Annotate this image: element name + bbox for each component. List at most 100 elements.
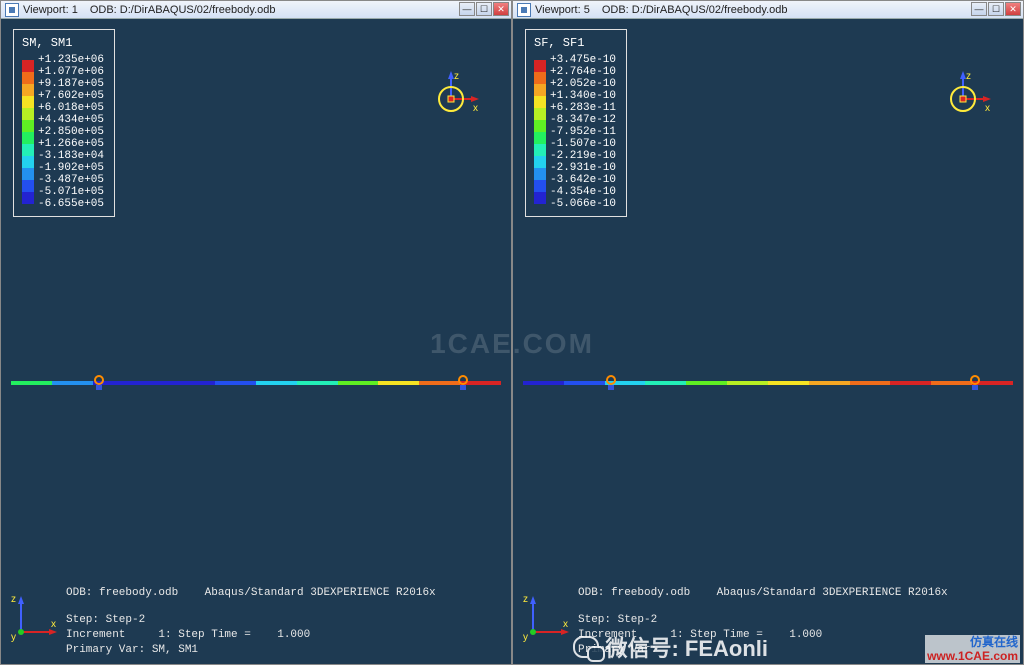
legend-segment	[22, 108, 34, 120]
wechat-overlay: 微信号: FEAonli	[573, 631, 768, 663]
close-button[interactable]: ✕	[1005, 2, 1021, 16]
legend-segment	[22, 84, 34, 96]
odb-line: ODB: freebody.odb Abaqus/Standard 3DEXPE…	[66, 586, 501, 601]
svg-text:z: z	[454, 71, 459, 82]
legend-segment	[22, 144, 34, 156]
view-triad-top: z x	[933, 69, 993, 129]
view-triad-top: z x	[421, 69, 481, 129]
legend-value: -8.347e-12	[550, 114, 616, 126]
beam-plot-2	[523, 381, 1013, 387]
titlebar-1[interactable]: Viewport: 1 ODB: D:/DirABAQUS/02/freebod…	[1, 1, 511, 19]
legend-segment	[22, 156, 34, 168]
legend-value: +9.187e+05	[38, 78, 104, 90]
maximize-button[interactable]: ☐	[476, 2, 492, 16]
legend-segment	[534, 180, 546, 192]
legend-value: +4.434e+05	[38, 114, 104, 126]
legend-segment	[22, 132, 34, 144]
legend-segment	[534, 96, 546, 108]
legend-segment	[22, 72, 34, 84]
app-icon	[517, 3, 531, 17]
legend-segment	[22, 192, 34, 204]
support-left	[603, 375, 619, 391]
legend-segment	[534, 108, 546, 120]
minimize-button[interactable]: —	[971, 2, 987, 16]
brand-cn: 仿真在线	[925, 635, 1020, 649]
odb-line: ODB: freebody.odb Abaqus/Standard 3DEXPE…	[578, 586, 1013, 601]
legend-value: +6.018e+05	[38, 102, 104, 114]
legend-values: +3.475e-10+2.764e-10+2.052e-10+1.340e-10…	[550, 54, 616, 210]
legend-value: +2.052e-10	[550, 78, 616, 90]
app-icon	[5, 3, 19, 17]
footer-info-1: ODB: freebody.odb Abaqus/Standard 3DEXPE…	[11, 586, 501, 658]
legend-title: SM, SM1	[22, 36, 104, 50]
close-button[interactable]: ✕	[493, 2, 509, 16]
legend-value: -2.219e-10	[550, 150, 616, 162]
legend-value: -4.354e-10	[550, 186, 616, 198]
legend-value: +1.235e+06	[38, 54, 104, 66]
legend-segment	[22, 60, 34, 72]
support-left	[91, 375, 107, 391]
legend-value: -7.952e-11	[550, 126, 616, 138]
viewport-split: Viewport: 1 ODB: D:/DirABAQUS/02/freebod…	[0, 0, 1024, 665]
legend-segment	[534, 156, 546, 168]
beam-plot-1	[11, 381, 501, 387]
legend-value: +6.283e-11	[550, 102, 616, 114]
legend-segment	[22, 180, 34, 192]
legend-value: -3.642e-10	[550, 174, 616, 186]
legend-value: -5.066e-10	[550, 198, 616, 210]
legend-value: +3.475e-10	[550, 54, 616, 66]
legend-segment	[22, 168, 34, 180]
legend-segment	[534, 72, 546, 84]
legend-value: +1.266e+05	[38, 138, 104, 150]
legend-segment	[534, 84, 546, 96]
svg-text:z: z	[966, 71, 971, 82]
legend-segment	[22, 96, 34, 108]
legend-segment	[534, 60, 546, 72]
step-line: Step: Step-2	[578, 613, 1013, 628]
viewport-label: Viewport: 5	[535, 4, 590, 16]
legend-colorbar	[534, 60, 546, 204]
legend-value: -3.487e+05	[38, 174, 104, 186]
legend-value: +2.764e-10	[550, 66, 616, 78]
svg-text:x: x	[473, 103, 478, 114]
odb-path: ODB: D:/DirABAQUS/02/freebody.odb	[90, 4, 276, 16]
maximize-button[interactable]: ☐	[988, 2, 1004, 16]
wechat-icon	[573, 636, 599, 658]
wechat-text: 微信号: FEAonli	[605, 631, 768, 663]
legend-segment	[534, 132, 546, 144]
viewport-pane-2: Viewport: 5 ODB: D:/DirABAQUS/02/freebod…	[512, 0, 1024, 665]
legend-title: SF, SF1	[534, 36, 616, 50]
viewport-pane-1: Viewport: 1 ODB: D:/DirABAQUS/02/freebod…	[0, 0, 512, 665]
legend-value: -1.902e+05	[38, 162, 104, 174]
minimize-button[interactable]: —	[459, 2, 475, 16]
viewport-body-1[interactable]: SM, SM1 +1.235e+06+1.077e+06+9.187e+05+7…	[1, 19, 511, 664]
legend-value: +7.602e+05	[38, 90, 104, 102]
legend-value: +2.850e+05	[38, 126, 104, 138]
brand-url: www.1CAE.com	[925, 649, 1020, 663]
legend-value: -3.183e+04	[38, 150, 104, 162]
support-right	[455, 375, 471, 391]
legend-segment	[22, 120, 34, 132]
legend-segment	[534, 144, 546, 156]
viewport-body-2[interactable]: SF, SF1 +3.475e-10+2.764e-10+2.052e-10+1…	[513, 19, 1023, 664]
legend-segment	[534, 192, 546, 204]
legend-segment	[534, 120, 546, 132]
legend-value: -2.931e-10	[550, 162, 616, 174]
window-controls: — ☐ ✕	[971, 2, 1021, 16]
legend-value: -6.655e+05	[38, 198, 104, 210]
support-right	[967, 375, 983, 391]
legend-value: +1.077e+06	[38, 66, 104, 78]
titlebar-2[interactable]: Viewport: 5 ODB: D:/DirABAQUS/02/freebod…	[513, 1, 1023, 19]
contour-legend-2: SF, SF1 +3.475e-10+2.764e-10+2.052e-10+1…	[525, 29, 627, 217]
legend-values: +1.235e+06+1.077e+06+9.187e+05+7.602e+05…	[38, 54, 104, 210]
legend-value: +1.340e-10	[550, 90, 616, 102]
legend-segment	[534, 168, 546, 180]
corner-brand: 仿真在线 www.1CAE.com	[925, 635, 1020, 663]
legend-colorbar	[22, 60, 34, 204]
step-line: Step: Step-2	[66, 613, 501, 628]
legend-value: -5.071e+05	[38, 186, 104, 198]
viewport-label: Viewport: 1	[23, 4, 78, 16]
svg-text:x: x	[985, 103, 990, 114]
odb-path: ODB: D:/DirABAQUS/02/freebody.odb	[602, 4, 788, 16]
increment-line: Increment 1: Step Time = 1.000	[66, 628, 501, 643]
